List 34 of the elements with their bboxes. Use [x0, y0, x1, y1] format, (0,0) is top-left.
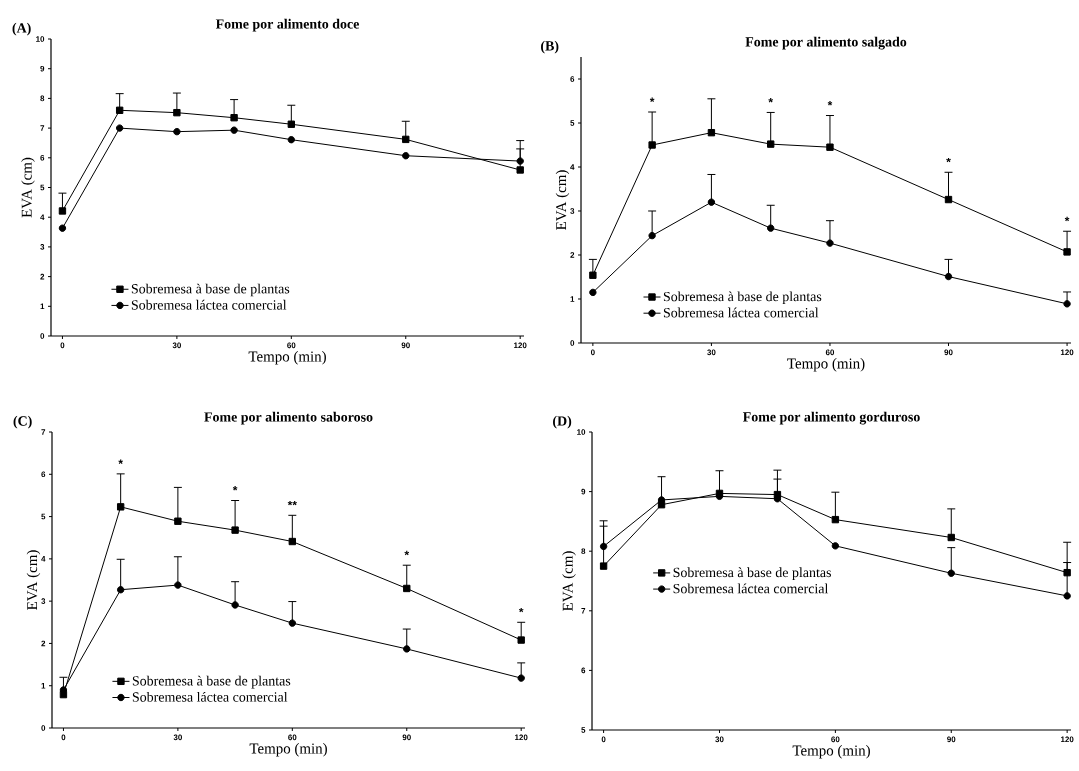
legend-label: Sobremesa láctea comercial	[131, 299, 287, 310]
chart-title: Fome por alimento saboroso	[204, 411, 373, 425]
y-axis-title: EVA (cm)	[555, 170, 570, 230]
annotation: *	[768, 98, 773, 103]
annotation: *	[827, 101, 833, 106]
y-axis-title: EVA (cm)	[21, 157, 35, 218]
annotation: *	[118, 459, 123, 464]
x-axis-title: Tempo (min)	[248, 351, 326, 365]
legend-label: Sobremesa à base de plantas	[673, 567, 831, 580]
y-axis-title: EVA (cm)	[26, 550, 41, 610]
legend-label: Sobremesa láctea comercial	[673, 583, 829, 594]
text: (A)	[12, 22, 31, 36]
annotation: *	[232, 486, 238, 491]
x-axis-title: Tempo (min)	[792, 745, 870, 759]
legend-label: Sobremesa à base de plantas	[663, 291, 822, 305]
chart-title: Fome por alimento salgado	[745, 36, 907, 50]
legend-label: Sobremesa à base de plantas	[132, 675, 291, 689]
chart-title: Fome por alimento gorduroso	[742, 411, 920, 425]
annotation: *	[404, 550, 410, 556]
annotation: *	[1064, 216, 1070, 222]
y-axis-title: EVA (cm)	[562, 551, 576, 611]
annotation: *	[649, 97, 655, 103]
annotation: *	[518, 607, 524, 613]
legend-label: Sobremesa láctea comercial	[132, 691, 288, 702]
annotation: **	[287, 500, 297, 506]
annotation: *	[946, 157, 951, 163]
text: (D)	[553, 415, 572, 429]
x-axis-title: Tempo (min)	[787, 358, 865, 372]
legend-label: Sobremesa à base de plantas	[131, 283, 290, 297]
legend-label: Sobremesa láctea comercial	[663, 307, 819, 318]
text: (B)	[541, 40, 559, 54]
text: (C)	[13, 415, 32, 429]
x-axis-title: Tempo (min)	[249, 743, 327, 757]
chart-title: Fome por alimento doce	[215, 18, 359, 32]
